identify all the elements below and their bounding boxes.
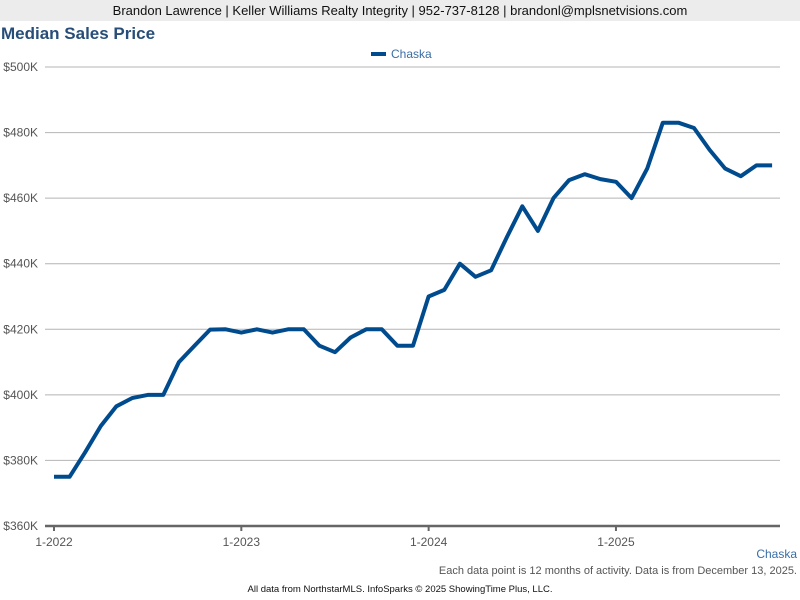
footer-credit: All data from NorthstarMLS. InfoSparks ©… [247, 584, 553, 595]
x-tick-label: 1-2024 [410, 535, 448, 549]
y-tick-label: $380K [3, 453, 38, 467]
y-tick-label: $460K [3, 191, 38, 205]
agent-header: Brandon Lawrence | Keller Williams Realt… [0, 0, 800, 21]
y-tick-label: $500K [3, 60, 38, 74]
x-tick-label: 1-2025 [597, 535, 635, 549]
legend-label[interactable]: Chaska [391, 47, 432, 61]
y-tick-label: $400K [3, 388, 38, 402]
y-tick-label: $440K [3, 257, 38, 271]
x-tick-label: 1-2022 [35, 535, 73, 549]
y-tick-label: $360K [3, 519, 38, 533]
source-label[interactable]: Chaska [756, 547, 797, 561]
data-note: Each data point is 12 months of activity… [438, 565, 797, 577]
x-tick-label: 1-2023 [223, 535, 261, 549]
y-tick-label: $420K [3, 322, 38, 336]
chart-title: Median Sales Price [1, 24, 156, 43]
series-line-chaska [54, 120, 773, 479]
y-tick-label: $480K [3, 126, 38, 140]
